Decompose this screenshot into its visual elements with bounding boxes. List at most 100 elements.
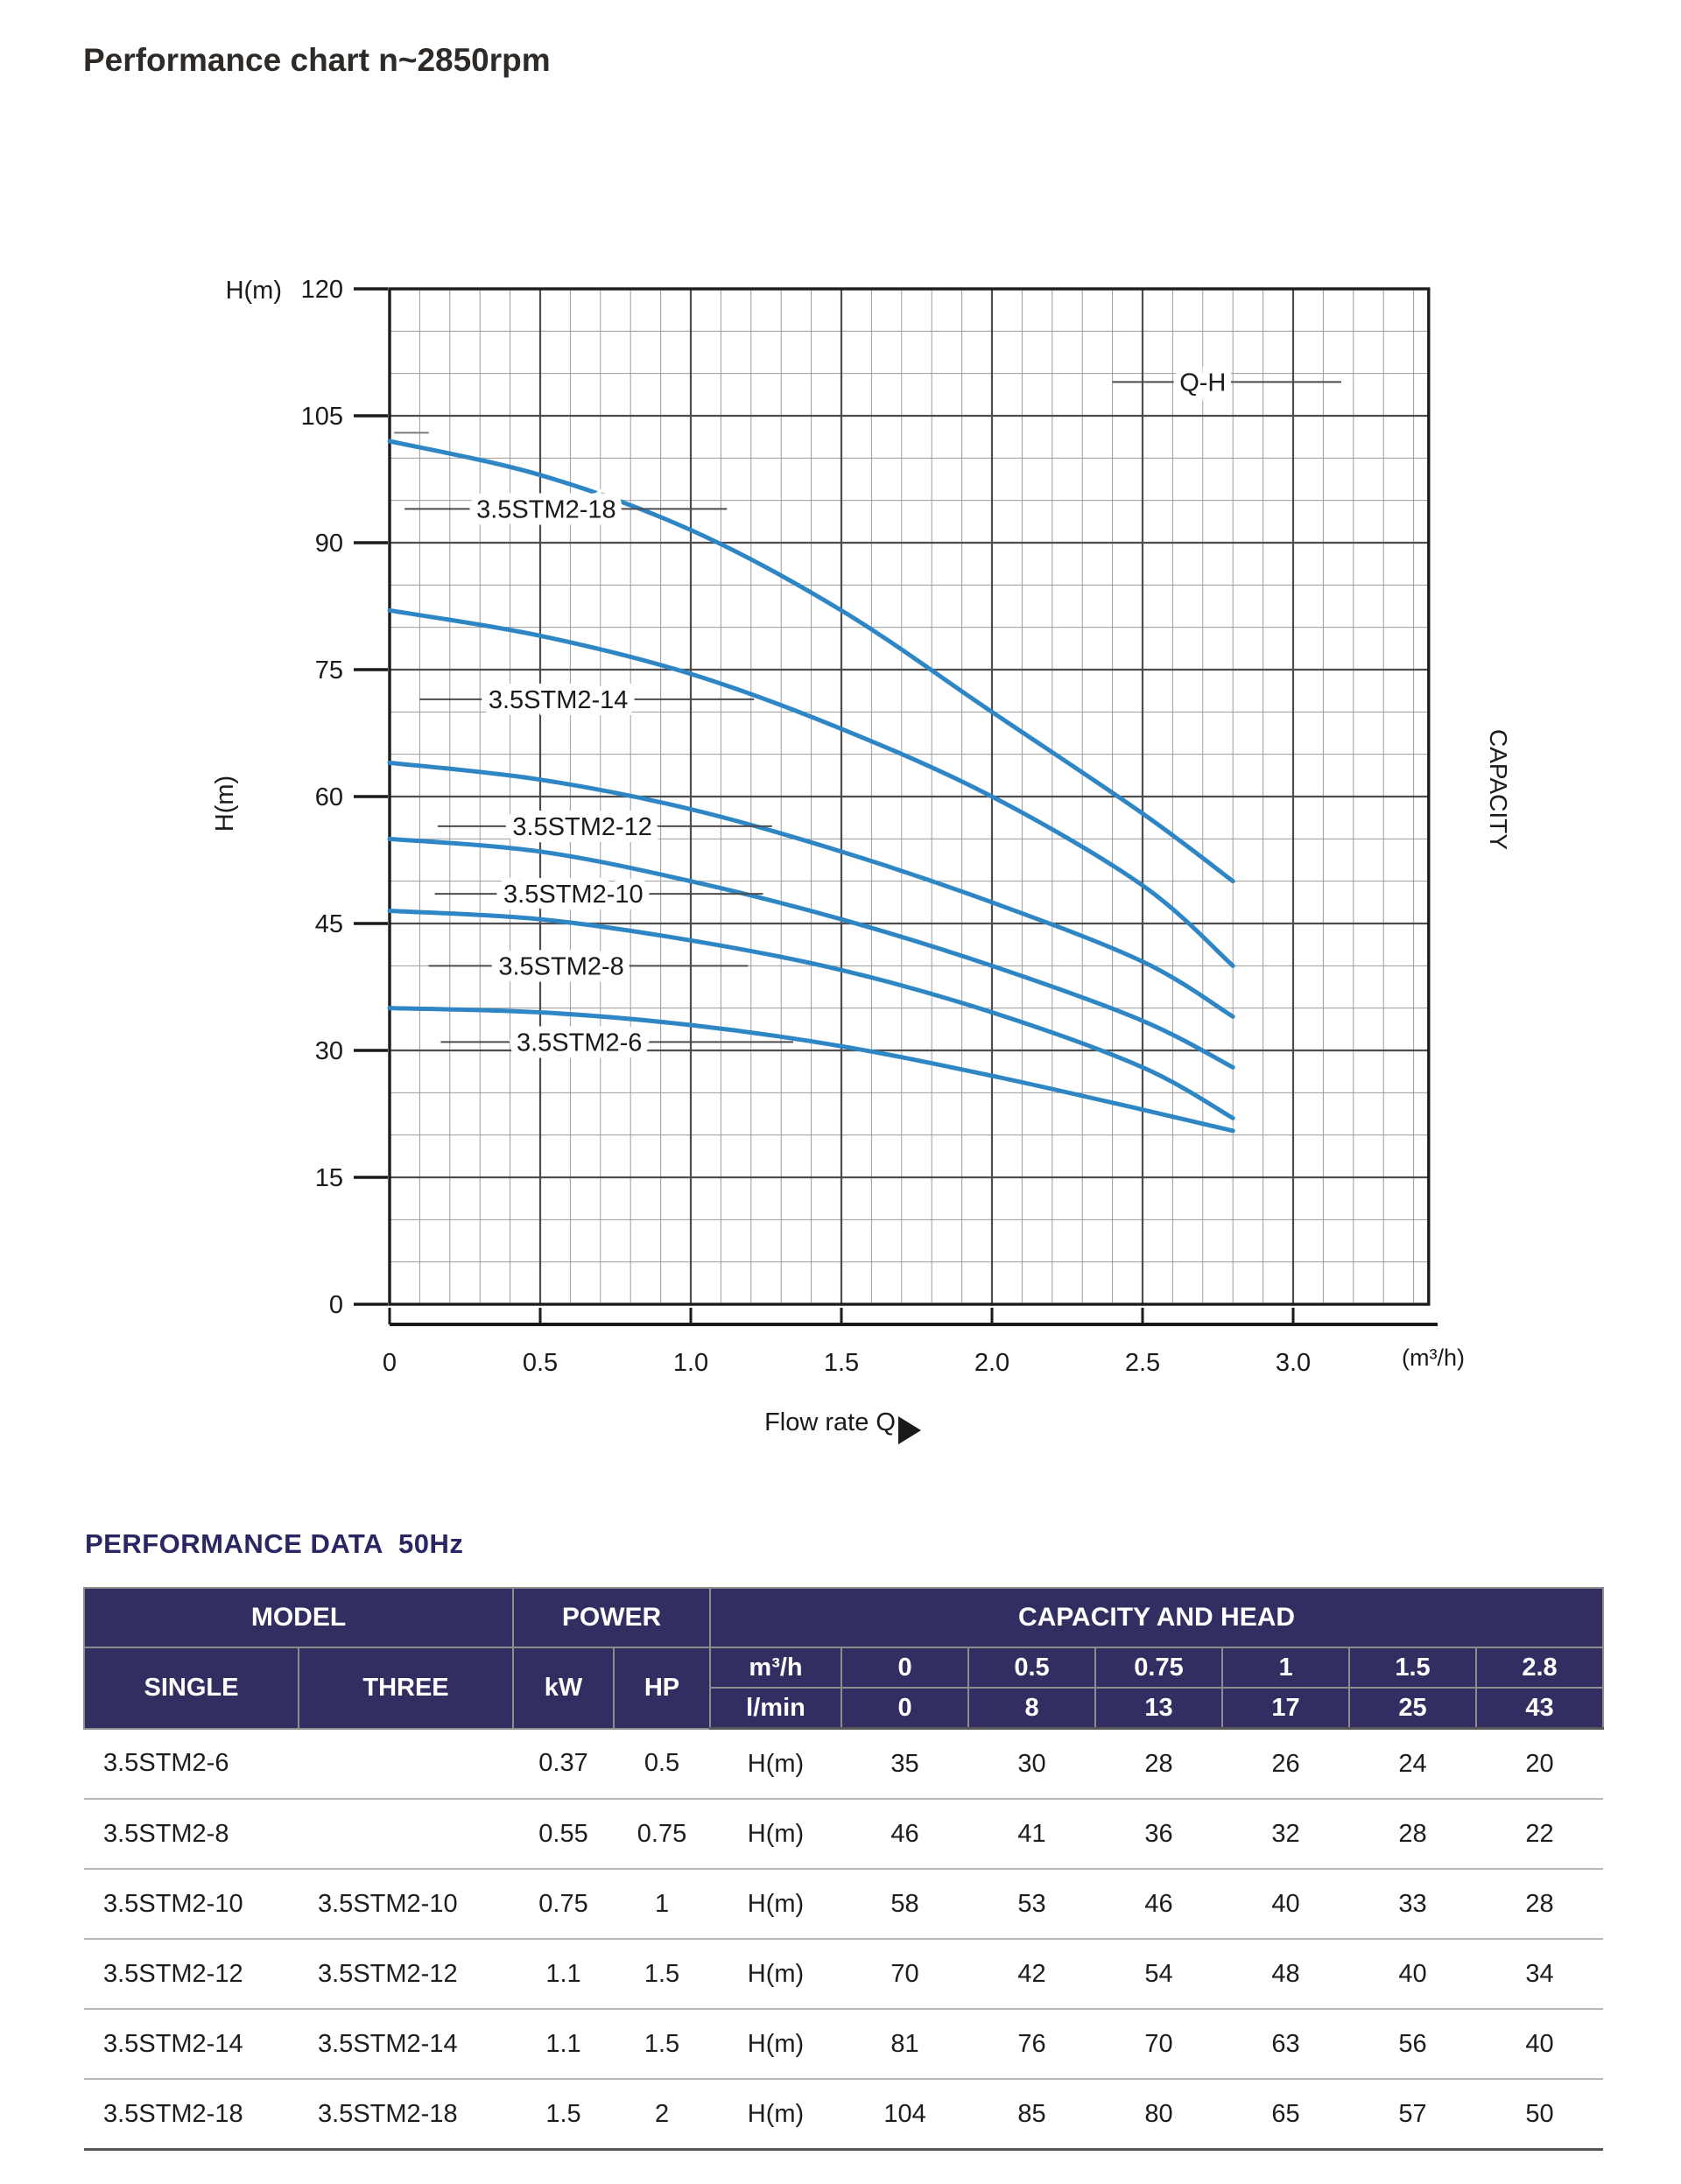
header-model: MODEL: [82, 1587, 515, 1648]
head-value-0: 58: [841, 1869, 969, 1940]
x-tick-label: 2.5: [1125, 1349, 1160, 1377]
table-row-3.5STM2-10: 3.5STM2-10 3.5STM2-10 0.75 1 H(m) 58 53 46 40 33 2…: [84, 1869, 1604, 1940]
curve-label-Q-H: Q-H: [1179, 369, 1226, 397]
table-row-3.5STM2-14: 3.5STM2-14 3.5STM2-14 1.1 1.5 H(m) 81 76 70 63 56…: [84, 2009, 1604, 2080]
header-hp: HP: [613, 1647, 712, 1730]
x-tick-label: 1.5: [824, 1349, 859, 1377]
head-value-1: 41: [968, 1799, 1096, 1870]
header-three: THREE: [297, 1647, 515, 1730]
capacity-lmin-5: 43: [1475, 1687, 1605, 1730]
model-three: 3.5STM2-12: [299, 1939, 514, 2010]
head-value-1: 76: [968, 2009, 1096, 2080]
curve-label-3.5STM2-12: 3.5STM2-12: [512, 813, 652, 841]
power-hp: 2: [614, 2079, 711, 2151]
head-value-3: 65: [1222, 2079, 1350, 2151]
capacity-m3h-5: 2.8: [1475, 1647, 1605, 1689]
model-single: 3.5STM2-14: [84, 2009, 299, 2080]
curve-3.5STM2-6: [387, 1006, 1235, 1134]
head-value-5: 28: [1476, 1869, 1604, 1940]
power-kw: 0.75: [513, 1869, 615, 1940]
head-value-3: 26: [1222, 1728, 1350, 1800]
model-single: 3.5STM2-12: [84, 1939, 299, 2010]
head-value-3: 40: [1222, 1869, 1350, 1940]
capacity-m3h-3: 1: [1221, 1647, 1351, 1689]
power-kw: 0.37: [513, 1728, 615, 1800]
capacity-side-label: CAPACITY: [1485, 729, 1512, 850]
head-unit: H(m): [710, 1869, 842, 1940]
power-kw: 1.1: [513, 1939, 615, 2010]
curve-label-3.5STM2-6: 3.5STM2-6: [517, 1029, 642, 1057]
x-axis: 0 0.5 1.0 1.5 2.0 2.5 3.0 (m³/h) Flow rate Q: [383, 1308, 1465, 1444]
curve-3.5STM2-18: [387, 439, 1235, 884]
head-value-5: 22: [1476, 1799, 1604, 1870]
head-value-0: 104: [841, 2079, 969, 2151]
model-single: 3.5STM2-8: [84, 1799, 299, 1870]
power-kw: 1.5: [513, 2079, 615, 2151]
y-tick-label: 15: [315, 1164, 343, 1192]
head-value-1: 85: [968, 2079, 1096, 2151]
table-row-3.5STM2-18: 3.5STM2-18 3.5STM2-18 1.5 2 H(m) 104 85 80 65 57 5…: [84, 2079, 1604, 2151]
table-row-3.5STM2-12: 3.5STM2-12 3.5STM2-12 1.1 1.5 H(m) 70 42 54 48 40…: [84, 1939, 1604, 2010]
head-value-2: 46: [1095, 1869, 1223, 1940]
head-value-5: 34: [1476, 1939, 1604, 2010]
y-axis: 120 105 90 75 60 45 30 15 0 H(m) H(m): [211, 276, 388, 1319]
head-value-4: 28: [1349, 1799, 1477, 1870]
plot-border: [388, 287, 1431, 1306]
capacity-m3h-1: 0.5: [967, 1647, 1097, 1689]
head-value-2: 80: [1095, 2079, 1223, 2151]
curve-label-3.5STM2-18: 3.5STM2-18: [476, 495, 616, 523]
power-hp: 1.5: [614, 2009, 711, 2080]
x-tick-label: 3.0: [1276, 1349, 1311, 1377]
head-value-5: 50: [1476, 2079, 1604, 2151]
x-axis-title: Flow rate Q: [764, 1408, 896, 1436]
y-tick-label: 45: [315, 910, 343, 938]
chart-grid: [388, 287, 1431, 1306]
performance-table-wrap: MODEL POWER CAPACITY AND HEAD SINGLE THREE kW…: [82, 1587, 1605, 2151]
model-single: 3.5STM2-10: [84, 1869, 299, 1940]
table-header-row-units-m3h: SINGLE THREE kW HP m³/h 0 0.5 0.75 1 1.5 2.8: [83, 1647, 1605, 1730]
head-value-1: 42: [968, 1939, 1096, 2010]
capacity-lmin-2: 13: [1094, 1687, 1224, 1730]
capacity-lmin-1: 8: [967, 1687, 1097, 1730]
power-hp: 1.5: [614, 1939, 711, 2010]
head-unit: H(m): [710, 1939, 842, 2010]
head-value-0: 35: [841, 1728, 969, 1800]
head-value-0: 81: [841, 2009, 969, 2080]
x-tick-label: 1.0: [673, 1349, 708, 1377]
head-value-0: 70: [841, 1939, 969, 2010]
model-three: [299, 1728, 514, 1800]
capacity-lmin-4: 25: [1348, 1687, 1478, 1730]
capacity-lmin-3: 17: [1221, 1687, 1351, 1730]
head-unit: H(m): [710, 1728, 842, 1800]
performance-data-table: MODEL POWER CAPACITY AND HEAD SINGLE THREE kW…: [82, 1587, 1605, 2151]
y-tick-label: 30: [315, 1037, 343, 1065]
head-unit: H(m): [710, 1799, 842, 1870]
head-value-1: 53: [968, 1869, 1096, 1940]
curve-label-3.5STM2-14: 3.5STM2-14: [489, 686, 629, 714]
header-capacity-and-head: CAPACITY AND HEAD: [709, 1587, 1605, 1648]
model-three: 3.5STM2-18: [299, 2079, 514, 2151]
head-value-2: 36: [1095, 1799, 1223, 1870]
head-value-5: 40: [1476, 2009, 1604, 2080]
qh-performance-chart: 120 105 90 75 60 45 30 15 0 H(m) H(m) 0 0.5 1.0 1.5 2.0…: [211, 276, 1512, 1444]
curve-labels: 3.5STM2-18 3.5STM2-14 3.5STM2-12 3.5STM2-10…: [404, 362, 1342, 1064]
capacity-m3h-4: 1.5: [1348, 1647, 1478, 1689]
head-value-5: 20: [1476, 1728, 1604, 1800]
capacity-lmin-0: 0: [840, 1687, 970, 1730]
power-hp: 1: [614, 1869, 711, 1940]
head-value-3: 48: [1222, 1939, 1350, 2010]
curve-3.5STM2-10: [387, 836, 1235, 1070]
power-hp: 0.5: [614, 1728, 711, 1800]
head-value-2: 70: [1095, 2009, 1223, 2080]
head-value-3: 32: [1222, 1799, 1350, 1870]
curve-label-3.5STM2-8: 3.5STM2-8: [498, 952, 623, 980]
y-tick-label: 75: [315, 657, 343, 685]
x-tick-label: 0: [383, 1349, 397, 1377]
head-value-4: 33: [1349, 1869, 1477, 1940]
y-axis-title-rotated: H(m): [211, 776, 239, 832]
model-single: 3.5STM2-18: [84, 2079, 299, 2151]
header-unit-lmin: l/min: [709, 1687, 843, 1730]
x-tick-label: 2.0: [974, 1349, 1009, 1377]
head-value-1: 30: [968, 1728, 1096, 1800]
